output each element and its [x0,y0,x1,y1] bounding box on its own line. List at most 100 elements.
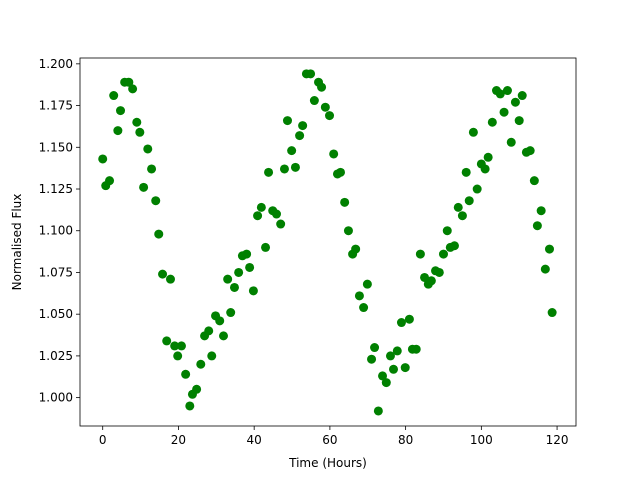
data-point [335,167,345,177]
data-point [385,351,395,361]
data-point [196,359,206,369]
data-point [124,77,134,87]
data-point [261,242,271,252]
data-point [287,146,297,156]
data-point [165,274,175,284]
data-point [420,272,430,282]
data-point [468,127,478,137]
data-point [404,314,414,324]
data-point [367,354,377,364]
data-point [354,291,364,301]
data-point [242,249,252,259]
data-point [464,196,474,206]
data-point [472,184,482,194]
data-point [359,303,369,313]
data-point [143,144,153,154]
y-tick-label: 1.175 [39,99,73,113]
data-point [162,336,172,346]
x-tick-label: 60 [322,433,337,447]
data-point [381,378,391,388]
data-point [370,343,380,353]
data-point [253,211,263,221]
data-point [306,69,316,79]
x-tick-label: 0 [99,433,107,447]
data-point [517,91,527,101]
data-point [116,106,126,116]
data-point [147,164,157,174]
data-point [264,167,274,177]
data-point [185,401,195,411]
data-point [532,221,542,231]
data-point [378,371,388,381]
data-point [151,196,161,206]
data-point [128,84,138,94]
data-point [514,116,524,126]
data-point [170,341,180,351]
data-point [499,107,509,117]
x-axis-label: Time (Hours) [288,456,367,470]
data-point [109,91,119,101]
data-point [309,96,319,106]
data-point [256,202,266,212]
data-point [223,274,233,284]
data-point [229,282,239,292]
data-point [105,176,115,186]
y-tick-label: 1.100 [39,224,73,238]
data-point [276,219,286,229]
data-point [158,269,168,279]
data-point [192,384,202,394]
data-point [434,267,444,277]
data-point [502,86,512,96]
data-point [295,131,305,141]
data-point [245,262,255,272]
data-point [392,346,402,356]
data-point [139,182,149,192]
y-tick-label: 1.150 [39,140,73,154]
data-point [325,111,335,121]
data-point [373,406,383,416]
data-point [411,344,421,354]
data-point [540,264,550,274]
data-point [362,279,372,289]
data-point [495,89,505,99]
data-point [453,202,463,212]
data-point [98,154,108,164]
data-point [176,341,186,351]
data-point [506,137,516,147]
y-tick-label: 1.200 [39,57,73,71]
data-point [396,318,406,328]
y-tick-label: 1.050 [39,307,73,321]
data-point [547,308,557,318]
data-point [351,244,361,254]
y-tick-label: 1.025 [39,349,73,363]
x-tick-label: 100 [470,433,493,447]
data-point [113,126,123,136]
data-point [207,351,217,361]
data-point [340,197,350,207]
data-point [487,117,497,127]
data-point [279,164,289,174]
x-tick-label: 20 [171,433,186,447]
data-point [400,363,410,373]
x-tick-label: 120 [546,433,569,447]
data-point [480,164,490,174]
data-point [282,116,292,126]
data-point [298,121,308,131]
data-point [204,326,214,336]
data-point [248,286,258,296]
data-point [181,369,191,379]
x-tick-label: 80 [398,433,413,447]
y-axis-label: Normalised Flux [10,194,24,291]
data-point [135,127,145,137]
y-tick-label: 1.000 [39,391,73,405]
data-point [329,149,339,159]
data-point [457,211,467,221]
data-point [320,102,330,112]
y-tick-label: 1.125 [39,182,73,196]
data-point [483,152,493,162]
data-point [272,209,282,219]
data-point [415,249,425,259]
data-point [426,276,436,286]
data-point [132,117,142,127]
